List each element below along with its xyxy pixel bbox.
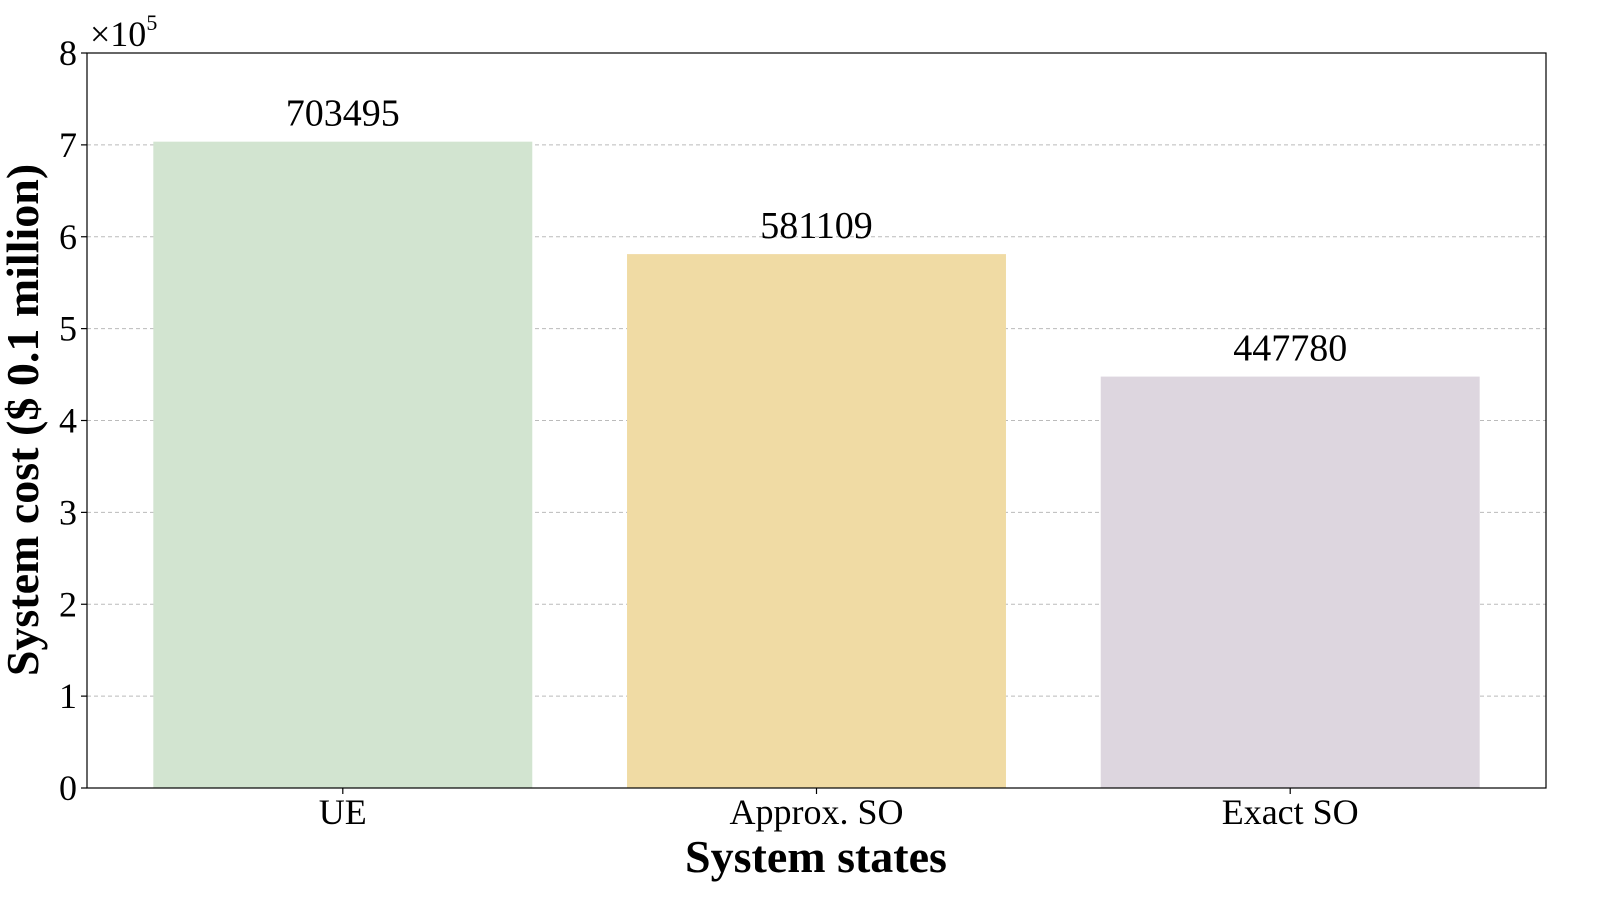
y-tick-label: 6 — [59, 217, 77, 257]
y-tick-label: 0 — [59, 768, 77, 808]
x-axis-label: System states — [685, 831, 947, 882]
y-tick-label: 4 — [59, 401, 77, 441]
x-tick-label: Exact SO — [1222, 792, 1359, 832]
y-tick-label: 3 — [59, 492, 77, 532]
bar — [153, 141, 533, 789]
y-multiplier-exponent: 5 — [146, 10, 157, 35]
y-multiplier-base: ×10 — [90, 14, 146, 54]
y-tick-label: 8 — [59, 33, 77, 73]
value-label: 447780 — [1233, 328, 1347, 370]
bar — [627, 254, 1006, 789]
x-tick-label: UE — [319, 792, 367, 832]
value-label: 703495 — [286, 93, 400, 135]
y-tick-label: 1 — [59, 676, 77, 716]
bar — [1100, 376, 1480, 788]
y-multiplier: ×105 — [90, 10, 157, 54]
y-tick-label: 5 — [59, 309, 77, 349]
y-tick-label: 7 — [59, 125, 77, 165]
value-label: 581109 — [760, 205, 873, 247]
y-tick-label: 2 — [59, 584, 77, 624]
plot-frame — [86, 52, 1547, 789]
x-tick-label: Approx. SO — [729, 792, 903, 832]
y-axis-label: System cost ($ 0.1 million) — [0, 164, 48, 676]
